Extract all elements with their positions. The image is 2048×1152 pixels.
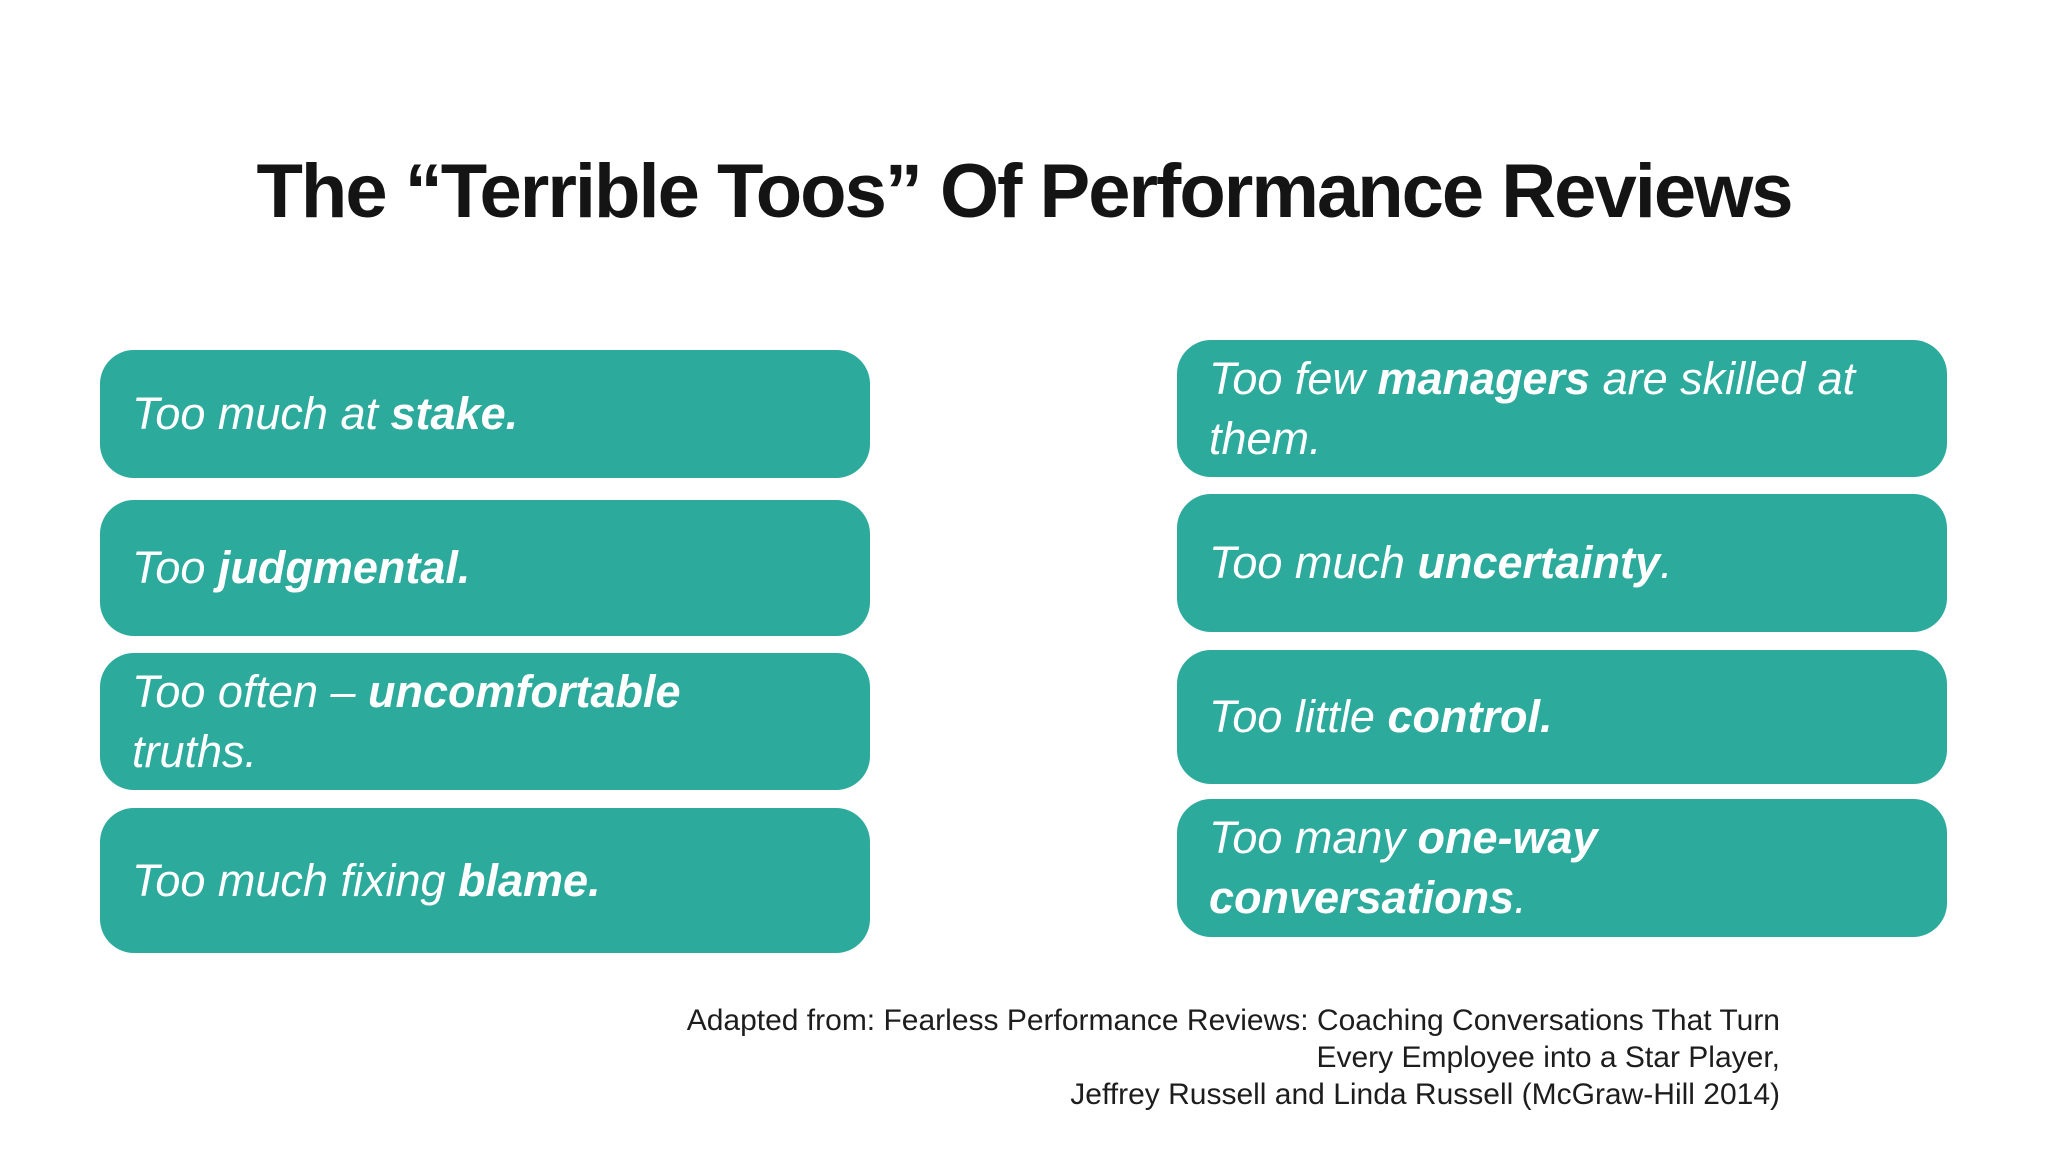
box-text-line: truths.	[132, 725, 258, 777]
box-text-line: them.	[1209, 412, 1322, 464]
box-text-line: Too many one-way	[1209, 812, 1598, 863]
attribution: Adapted from: Fearless Performance Revie…	[687, 1002, 1780, 1113]
box-text-line: Too much uncertainty.	[1209, 537, 1673, 588]
too-box-much-at-stake: Too much at stake.	[100, 350, 870, 478]
box-text-line: Too often – uncomfortable	[132, 665, 681, 717]
box-text-line: Too much fixing blame.	[132, 854, 601, 906]
attribution-line: Jeffrey Russell and Linda Russell (McGra…	[1070, 1078, 1780, 1111]
too-box-judgmental: Too judgmental.	[100, 500, 870, 636]
attribution-line: Every Employee into a Star Player,	[1316, 1041, 1780, 1074]
box-text-line: Too little control.	[1209, 691, 1553, 742]
box-text-line: conversations.	[1209, 872, 1527, 923]
too-box-fixing-blame: Too much fixing blame.	[100, 808, 870, 953]
attribution-line: Adapted from: Fearless Performance Revie…	[686, 1004, 1780, 1037]
box-text-line: Too much at stake.	[132, 388, 519, 439]
too-box-few-managers: Too few managers are skilled at them.	[1177, 340, 1947, 477]
box-text-line: Too few managers are skilled at	[1209, 352, 1856, 404]
too-box-uncomfortable-truths: Too often – uncomfortable truths.	[100, 653, 870, 790]
slide-title: The “Terrible Toos” Of Performance Revie…	[256, 149, 1794, 234]
too-box-little-control: Too little control.	[1177, 650, 1947, 784]
box-text-line: Too judgmental.	[132, 542, 471, 593]
too-box-one-way-conversations: Too many one-way conversations.	[1177, 799, 1947, 937]
too-box-uncertainty: Too much uncertainty.	[1177, 494, 1947, 632]
